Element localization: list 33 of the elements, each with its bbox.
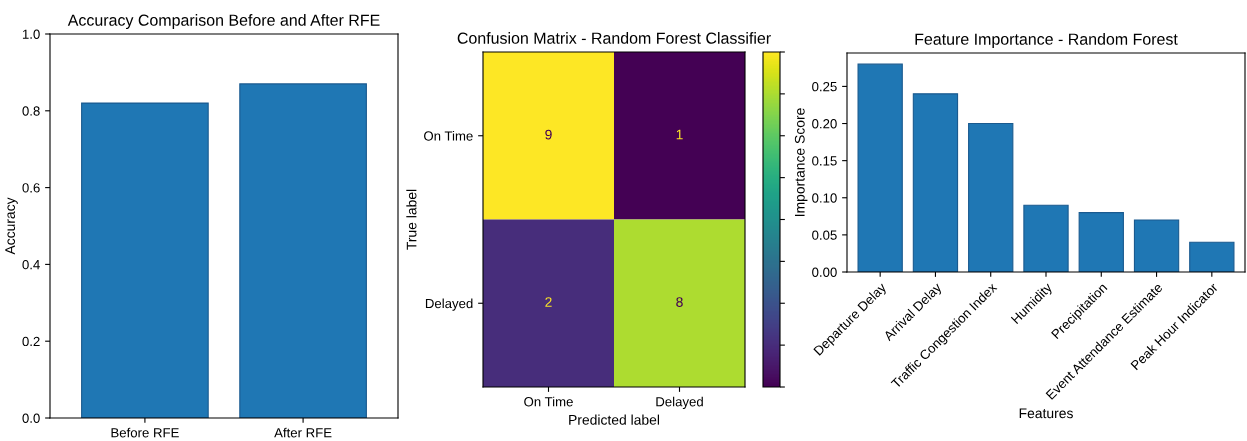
x-tick-label: Before RFE: [111, 427, 179, 438]
y-tick-label: 0.2: [22, 336, 40, 347]
chart-title: Accuracy Comparison Before and After RFE: [67, 14, 380, 29]
chart-title: Confusion Matrix - Random Forest Classifier: [457, 32, 771, 44]
bar: [1023, 204, 1069, 272]
chart-title: Feature Importance - Random Forest: [915, 33, 1178, 48]
y-tick-label: 1.0: [22, 29, 40, 39]
bar: [968, 122, 1014, 272]
y-axis-title: Accuracy: [5, 197, 18, 255]
x-tick-label: After RFE: [274, 427, 332, 438]
bar: [1078, 212, 1124, 272]
y-tick-label: 0.8: [22, 106, 40, 116]
bar: [912, 93, 959, 272]
y-tick-label: 0.00: [812, 267, 837, 277]
data-label: 9: [545, 129, 552, 140]
y-tick-label: 0.10: [812, 193, 837, 203]
bar: [1133, 219, 1180, 272]
y-axis-title: True label: [406, 189, 417, 250]
data-label: 8: [676, 297, 683, 307]
bar: [857, 63, 903, 272]
y-tick-label: 0.0: [22, 413, 40, 423]
data-label: 2: [545, 297, 552, 307]
data-label: 1: [676, 129, 683, 140]
y-tick-label: 0.6: [22, 183, 40, 193]
y-tick-label: 0.25: [812, 81, 837, 92]
y-tick-label: 0.4: [22, 259, 40, 270]
y-tick-label: 0.05: [812, 230, 837, 240]
y-tick-label: 0.15: [812, 156, 837, 166]
x-axis-title: Predicted label: [569, 414, 660, 425]
bar: [1189, 241, 1235, 272]
y-tick-label: 0.20: [812, 119, 837, 129]
y-axis-title: Importance Score: [794, 108, 808, 217]
x-axis-title: Features: [1019, 408, 1073, 419]
